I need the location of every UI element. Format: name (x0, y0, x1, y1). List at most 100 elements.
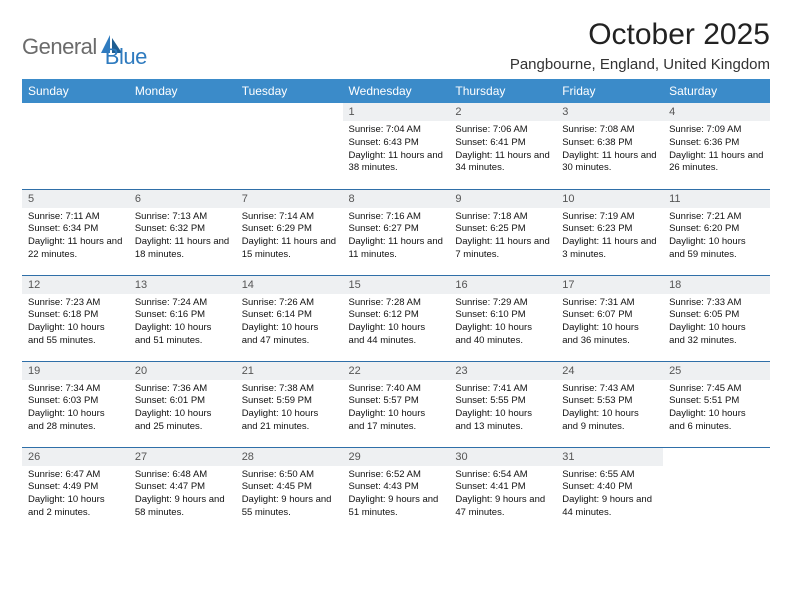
daylight-text: Daylight: 10 hours and 55 minutes. (28, 322, 123, 348)
daylight-text: Daylight: 10 hours and 9 minutes. (562, 408, 657, 434)
day-body: Sunrise: 6:55 AMSunset: 4:40 PMDaylight:… (556, 466, 663, 524)
sunset-text: Sunset: 6:41 PM (455, 137, 550, 150)
sunset-text: Sunset: 6:05 PM (669, 309, 764, 322)
day-number: 17 (556, 276, 663, 294)
day-number: 8 (343, 190, 450, 208)
day-cell: 22Sunrise: 7:40 AMSunset: 5:57 PMDayligh… (343, 361, 450, 447)
day-number: 11 (663, 190, 770, 208)
day-cell: 9Sunrise: 7:18 AMSunset: 6:25 PMDaylight… (449, 189, 556, 275)
day-number: 22 (343, 362, 450, 380)
day-number: 26 (22, 448, 129, 466)
sunrise-text: Sunrise: 7:24 AM (135, 297, 230, 310)
day-body: Sunrise: 6:50 AMSunset: 4:45 PMDaylight:… (236, 466, 343, 524)
day-number: 10 (556, 190, 663, 208)
day-cell: 24Sunrise: 7:43 AMSunset: 5:53 PMDayligh… (556, 361, 663, 447)
sunrise-text: Sunrise: 7:23 AM (28, 297, 123, 310)
day-number: 31 (556, 448, 663, 466)
day-cell: 7Sunrise: 7:14 AMSunset: 6:29 PMDaylight… (236, 189, 343, 275)
sunset-text: Sunset: 6:10 PM (455, 309, 550, 322)
sunset-text: Sunset: 6:16 PM (135, 309, 230, 322)
sunrise-text: Sunrise: 7:31 AM (562, 297, 657, 310)
day-cell: 2Sunrise: 7:06 AMSunset: 6:41 PMDaylight… (449, 103, 556, 189)
sunrise-text: Sunrise: 7:41 AM (455, 383, 550, 396)
sunrise-text: Sunrise: 6:54 AM (455, 469, 550, 482)
sunset-text: Sunset: 4:43 PM (349, 481, 444, 494)
daylight-text: Daylight: 9 hours and 55 minutes. (242, 494, 337, 520)
day-cell: 27Sunrise: 6:48 AMSunset: 4:47 PMDayligh… (129, 447, 236, 533)
sunset-text: Sunset: 4:40 PM (562, 481, 657, 494)
sunrise-text: Sunrise: 6:52 AM (349, 469, 444, 482)
day-body: Sunrise: 7:40 AMSunset: 5:57 PMDaylight:… (343, 380, 450, 438)
day-cell: 12Sunrise: 7:23 AMSunset: 6:18 PMDayligh… (22, 275, 129, 361)
day-number: 29 (343, 448, 450, 466)
day-number: 30 (449, 448, 556, 466)
sunrise-text: Sunrise: 7:38 AM (242, 383, 337, 396)
daylight-text: Daylight: 11 hours and 11 minutes. (349, 236, 444, 262)
daylight-text: Daylight: 11 hours and 26 minutes. (669, 150, 764, 176)
sunset-text: Sunset: 6:01 PM (135, 395, 230, 408)
sunrise-text: Sunrise: 6:47 AM (28, 469, 123, 482)
sunrise-text: Sunrise: 7:16 AM (349, 211, 444, 224)
sunrise-text: Sunrise: 7:40 AM (349, 383, 444, 396)
logo-word-blue: Blue (105, 24, 147, 70)
daylight-text: Daylight: 11 hours and 38 minutes. (349, 150, 444, 176)
sunrise-text: Sunrise: 7:19 AM (562, 211, 657, 224)
daylight-text: Daylight: 10 hours and 28 minutes. (28, 408, 123, 434)
day-body: Sunrise: 7:45 AMSunset: 5:51 PMDaylight:… (663, 380, 770, 438)
day-body: Sunrise: 7:11 AMSunset: 6:34 PMDaylight:… (22, 208, 129, 266)
sunrise-text: Sunrise: 7:04 AM (349, 124, 444, 137)
week-row: 12Sunrise: 7:23 AMSunset: 6:18 PMDayligh… (22, 275, 770, 361)
sunrise-text: Sunrise: 7:28 AM (349, 297, 444, 310)
day-header: Wednesday (343, 79, 450, 103)
daylight-text: Daylight: 11 hours and 18 minutes. (135, 236, 230, 262)
week-row: 26Sunrise: 6:47 AMSunset: 4:49 PMDayligh… (22, 447, 770, 533)
day-cell: 15Sunrise: 7:28 AMSunset: 6:12 PMDayligh… (343, 275, 450, 361)
day-number: 1 (343, 103, 450, 121)
daylight-text: Daylight: 11 hours and 34 minutes. (455, 150, 550, 176)
week-row: 19Sunrise: 7:34 AMSunset: 6:03 PMDayligh… (22, 361, 770, 447)
day-cell: 10Sunrise: 7:19 AMSunset: 6:23 PMDayligh… (556, 189, 663, 275)
daylight-text: Daylight: 11 hours and 30 minutes. (562, 150, 657, 176)
day-body: Sunrise: 7:33 AMSunset: 6:05 PMDaylight:… (663, 294, 770, 352)
day-number (22, 103, 129, 121)
day-body: Sunrise: 7:19 AMSunset: 6:23 PMDaylight:… (556, 208, 663, 266)
day-number: 27 (129, 448, 236, 466)
day-cell: 13Sunrise: 7:24 AMSunset: 6:16 PMDayligh… (129, 275, 236, 361)
day-cell: 25Sunrise: 7:45 AMSunset: 5:51 PMDayligh… (663, 361, 770, 447)
sunset-text: Sunset: 6:36 PM (669, 137, 764, 150)
sunrise-text: Sunrise: 7:06 AM (455, 124, 550, 137)
sunset-text: Sunset: 6:23 PM (562, 223, 657, 236)
daylight-text: Daylight: 10 hours and 47 minutes. (242, 322, 337, 348)
daylight-text: Daylight: 9 hours and 58 minutes. (135, 494, 230, 520)
day-cell: 1Sunrise: 7:04 AMSunset: 6:43 PMDaylight… (343, 103, 450, 189)
day-body: Sunrise: 7:13 AMSunset: 6:32 PMDaylight:… (129, 208, 236, 266)
day-body: Sunrise: 7:29 AMSunset: 6:10 PMDaylight:… (449, 294, 556, 352)
location-text: Pangbourne, England, United Kingdom (510, 56, 770, 73)
sunrise-text: Sunrise: 6:48 AM (135, 469, 230, 482)
sunrise-text: Sunrise: 7:29 AM (455, 297, 550, 310)
day-cell: 4Sunrise: 7:09 AMSunset: 6:36 PMDaylight… (663, 103, 770, 189)
day-header: Monday (129, 79, 236, 103)
daylight-text: Daylight: 10 hours and 21 minutes. (242, 408, 337, 434)
day-number: 7 (236, 190, 343, 208)
day-body: Sunrise: 7:34 AMSunset: 6:03 PMDaylight:… (22, 380, 129, 438)
day-body: Sunrise: 7:41 AMSunset: 5:55 PMDaylight:… (449, 380, 556, 438)
day-body: Sunrise: 7:06 AMSunset: 6:41 PMDaylight:… (449, 121, 556, 179)
day-number: 6 (129, 190, 236, 208)
daylight-text: Daylight: 10 hours and 6 minutes. (669, 408, 764, 434)
sunrise-text: Sunrise: 7:33 AM (669, 297, 764, 310)
daylight-text: Daylight: 11 hours and 7 minutes. (455, 236, 550, 262)
day-cell: 19Sunrise: 7:34 AMSunset: 6:03 PMDayligh… (22, 361, 129, 447)
day-number: 4 (663, 103, 770, 121)
sunset-text: Sunset: 5:53 PM (562, 395, 657, 408)
sunrise-text: Sunrise: 7:11 AM (28, 211, 123, 224)
sunrise-text: Sunrise: 6:50 AM (242, 469, 337, 482)
day-number: 24 (556, 362, 663, 380)
day-body: Sunrise: 7:43 AMSunset: 5:53 PMDaylight:… (556, 380, 663, 438)
sunrise-text: Sunrise: 7:26 AM (242, 297, 337, 310)
day-cell: 31Sunrise: 6:55 AMSunset: 4:40 PMDayligh… (556, 447, 663, 533)
daylight-text: Daylight: 10 hours and 25 minutes. (135, 408, 230, 434)
sunset-text: Sunset: 6:12 PM (349, 309, 444, 322)
daylight-text: Daylight: 10 hours and 59 minutes. (669, 236, 764, 262)
daylight-text: Daylight: 10 hours and 40 minutes. (455, 322, 550, 348)
